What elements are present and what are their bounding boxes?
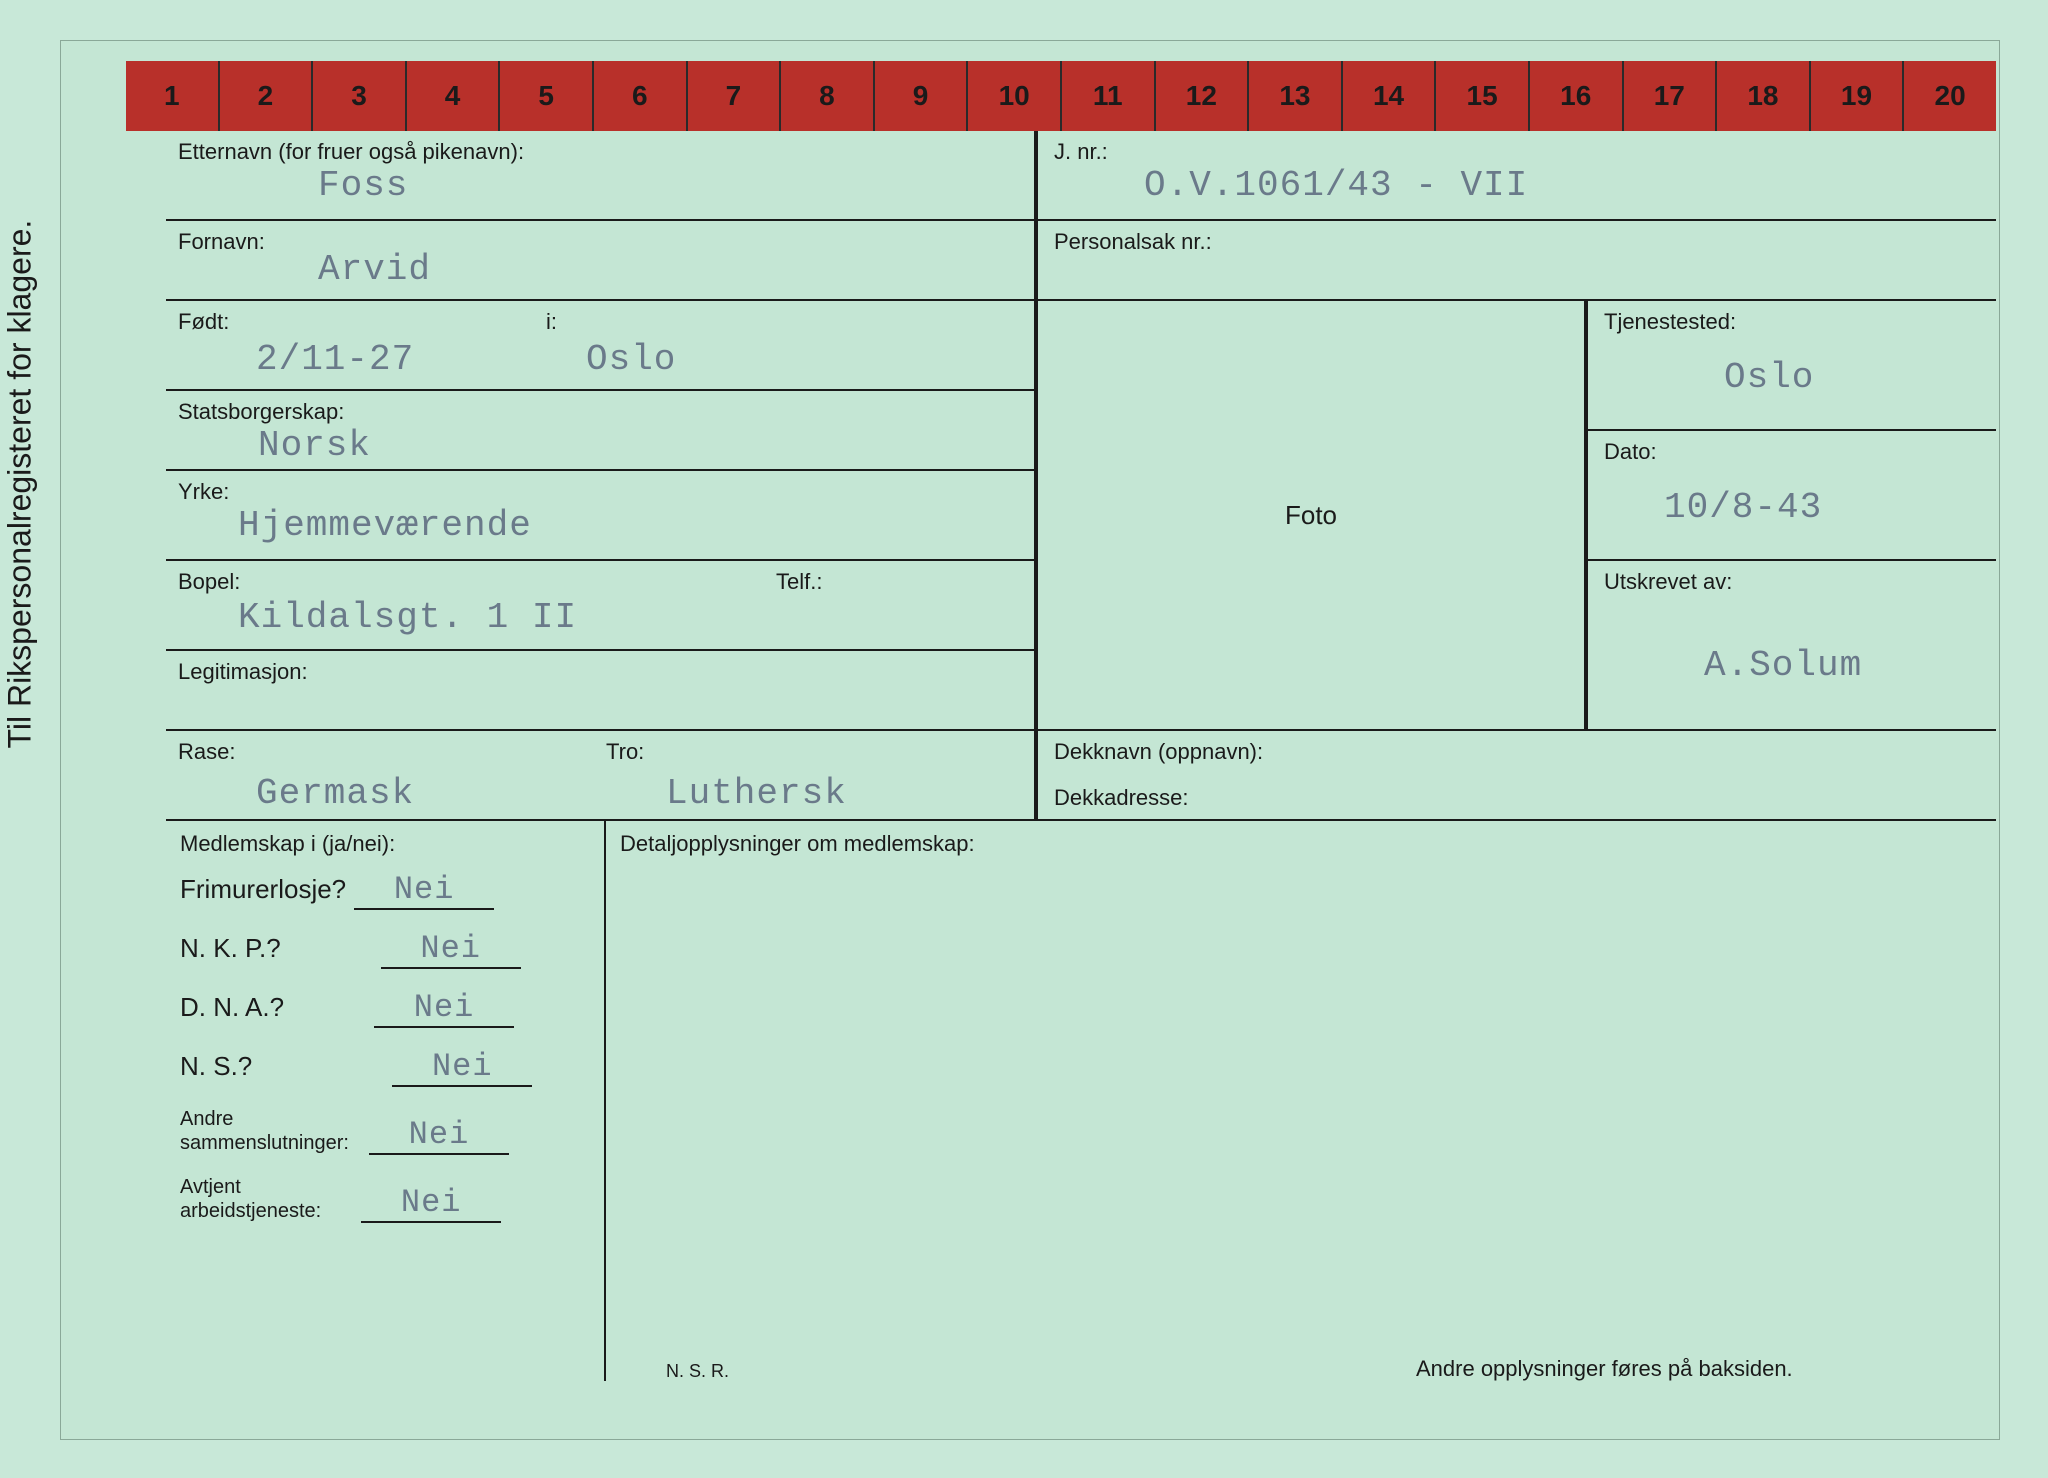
avtjent-value: Nei — [361, 1184, 501, 1223]
medlemskap-box: Medlemskap i (ja/nei): Frimurerlosje? Ne… — [166, 821, 606, 1381]
utskrevet-value: A.Solum — [1704, 645, 1980, 686]
telf-label: Telf.: — [776, 569, 822, 595]
detalj-header: Detaljopplysninger om medlemskap: — [620, 831, 1982, 857]
frimurer-row: Frimurerlosje? Nei — [180, 871, 590, 910]
tro-value: Luthersk — [666, 773, 847, 814]
rase-tro-box: Rase: Tro: Germask Luthersk — [166, 731, 1036, 821]
foto-label: Foto — [1285, 500, 1337, 531]
ruler-cell: 8 — [781, 61, 875, 131]
dekknavn-label: Dekknavn (oppnavn): — [1054, 739, 1980, 765]
tjenestested-value: Oslo — [1724, 357, 1980, 398]
personalsak-label: Personalsak nr.: — [1054, 229, 1980, 255]
form-area: Etternavn (for fruer også pikenavn): Fos… — [166, 131, 1996, 1431]
ruler-cell: 2 — [220, 61, 314, 131]
dekknavn-box: Dekknavn (oppnavn): Dekkadresse: — [1036, 731, 1996, 821]
yrke-label: Yrke: — [178, 479, 1022, 505]
utskrevet-box: Utskrevet av: A.Solum — [1586, 561, 1996, 731]
ruler-cell: 1 — [126, 61, 220, 131]
ruler-cell: 11 — [1062, 61, 1156, 131]
yrke-value: Hjemmeværende — [238, 505, 1022, 546]
ruler-cell: 14 — [1343, 61, 1437, 131]
ns-row: N. S.? Nei — [180, 1048, 590, 1087]
jnr-label: J. nr.: — [1054, 139, 1980, 165]
bopel-label: Bopel: — [178, 569, 240, 595]
ruler-cell: 17 — [1624, 61, 1718, 131]
nkp-label: N. K. P.? — [180, 933, 281, 964]
ruler-cell: 5 — [500, 61, 594, 131]
ruler-cell: 18 — [1717, 61, 1811, 131]
etternavn-label: Etternavn (for fruer også pikenavn): — [178, 139, 1022, 165]
ruler-cell: 9 — [875, 61, 969, 131]
ruler-cell: 13 — [1249, 61, 1343, 131]
etternavn-value: Foss — [318, 165, 1022, 206]
etternavn-box: Etternavn (for fruer også pikenavn): Fos… — [166, 131, 1036, 221]
ruler-cell: 6 — [594, 61, 688, 131]
vertical-title: Til Rikspersonalregisteret for klagere. — [2, 220, 39, 749]
avtjent-label: Avtjent arbeidstjeneste: — [180, 1175, 321, 1223]
nkp-value: Nei — [381, 930, 521, 969]
tjenestested-box: Tjenestested: Oslo — [1586, 301, 1996, 431]
andre-value: Nei — [369, 1116, 509, 1155]
baksiden-footer: Andre opplysninger føres på baksiden. — [1416, 1356, 1793, 1382]
fodt-box: Født: i: 2/11-27 Oslo — [166, 301, 1036, 391]
dna-value: Nei — [374, 989, 514, 1028]
legitimasjon-label: Legitimasjon: — [178, 659, 1022, 685]
nkp-row: N. K. P.? Nei — [180, 930, 590, 969]
dekkadresse-label: Dekkadresse: — [1054, 785, 1980, 811]
yrke-box: Yrke: Hjemmeværende — [166, 471, 1036, 561]
fodt-i-value: Oslo — [586, 339, 676, 380]
frimurer-label: Frimurerlosje? — [180, 874, 346, 905]
ruler-cell: 10 — [968, 61, 1062, 131]
foto-box: Foto — [1036, 301, 1586, 731]
fornavn-value: Arvid — [318, 249, 1022, 290]
bopel-box: Bopel: Telf.: Kildalsgt. 1 II — [166, 561, 1036, 651]
dato-value: 10/8-43 — [1664, 487, 1980, 528]
jnr-value: O.V.1061/43 - VII — [1144, 165, 1980, 206]
ruler-cell: 7 — [688, 61, 782, 131]
bopel-value: Kildalsgt. 1 II — [238, 597, 1022, 638]
statsborgerskap-label: Statsborgerskap: — [178, 399, 1022, 425]
rase-label: Rase: — [178, 739, 235, 765]
ruler-cell: 12 — [1156, 61, 1250, 131]
ruler-cell: 4 — [407, 61, 501, 131]
nsr-footer: N. S. R. — [666, 1361, 729, 1382]
personalsak-box: Personalsak nr.: — [1036, 221, 1996, 301]
dato-box: Dato: 10/8-43 — [1586, 431, 1996, 561]
medlemskap-header: Medlemskap i (ja/nei): — [180, 831, 590, 857]
ruler-band: 1 2 3 4 5 6 7 8 9 10 11 12 13 14 15 16 1… — [126, 61, 1996, 131]
legitimasjon-box: Legitimasjon: — [166, 651, 1036, 731]
fodt-i-label: i: — [546, 309, 557, 335]
andre-label: Andre sammenslutninger: — [180, 1107, 349, 1155]
registration-card: 1 2 3 4 5 6 7 8 9 10 11 12 13 14 15 16 1… — [60, 40, 2000, 1440]
ns-label: N. S.? — [180, 1051, 252, 1082]
ruler-cell: 3 — [313, 61, 407, 131]
fornavn-box: Fornavn: Arvid — [166, 221, 1036, 301]
frimurer-value: Nei — [354, 871, 494, 910]
tro-label: Tro: — [606, 739, 644, 765]
dna-row: D. N. A.? Nei — [180, 989, 590, 1028]
statsborgerskap-box: Statsborgerskap: Norsk — [166, 391, 1036, 471]
fodt-label: Født: — [178, 309, 229, 335]
dna-label: D. N. A.? — [180, 992, 284, 1023]
tjenestested-label: Tjenestested: — [1604, 309, 1980, 335]
avtjent-row: Avtjent arbeidstjeneste: Nei — [180, 1175, 590, 1223]
detalj-box: Detaljopplysninger om medlemskap: — [606, 821, 1996, 1381]
ns-value: Nei — [392, 1048, 532, 1087]
fodt-value: 2/11-27 — [256, 339, 414, 380]
ruler-cell: 19 — [1811, 61, 1905, 131]
statsborgerskap-value: Norsk — [258, 425, 1022, 466]
ruler-cell: 20 — [1904, 61, 1996, 131]
ruler-cell: 15 — [1436, 61, 1530, 131]
dato-label: Dato: — [1604, 439, 1980, 465]
utskrevet-label: Utskrevet av: — [1604, 569, 1980, 595]
ruler-cell: 16 — [1530, 61, 1624, 131]
rase-value: Germask — [256, 773, 414, 814]
andre-row: Andre sammenslutninger: Nei — [180, 1107, 590, 1155]
jnr-box: J. nr.: O.V.1061/43 - VII — [1036, 131, 1996, 221]
